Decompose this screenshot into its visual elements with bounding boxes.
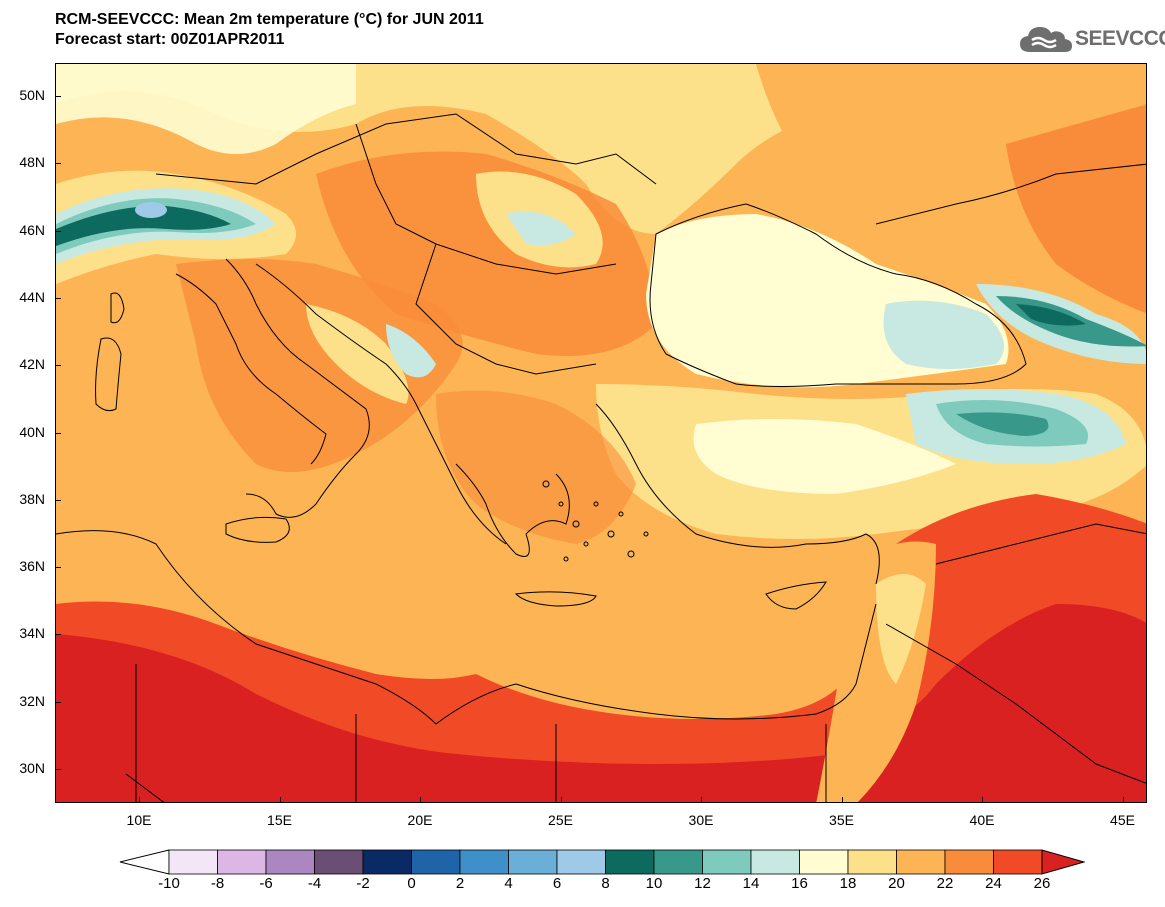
latitude-label: 32N bbox=[19, 692, 45, 709]
colorbar-swatch bbox=[799, 849, 849, 875]
latitude-label: 46N bbox=[19, 221, 45, 238]
longitude-tick bbox=[560, 797, 562, 803]
colorbar-swatch bbox=[168, 849, 218, 875]
title-line-1: RCM-SEEVCCC: Mean 2m temperature (°C) fo… bbox=[55, 11, 484, 28]
longitude-tick bbox=[139, 797, 140, 803]
latitude-tick bbox=[55, 432, 61, 434]
colorbar bbox=[119, 849, 1085, 875]
map-title: RCM-SEEVCCC: Mean 2m temperature (°C) fo… bbox=[55, 10, 484, 50]
colorbar-under-arrow bbox=[119, 849, 170, 875]
colorbar-label: 26 bbox=[1033, 875, 1051, 892]
colorbar-over-arrow bbox=[1041, 849, 1085, 875]
colorbar-swatch bbox=[847, 849, 897, 875]
longitude-tick bbox=[982, 797, 983, 803]
colorbar-label: 12 bbox=[694, 875, 711, 892]
latitude-tick bbox=[55, 96, 61, 97]
colorbar-label: -10 bbox=[158, 875, 180, 892]
colorbar-label: 8 bbox=[601, 875, 610, 892]
longitude-tick bbox=[841, 797, 843, 803]
colorbar-label: 2 bbox=[455, 875, 465, 892]
longitude-label: 10E bbox=[126, 812, 152, 828]
seevccc-logo: SEEVCCC bbox=[1018, 22, 1165, 56]
longitude-label: 45E bbox=[1110, 812, 1135, 828]
colorbar-swatch bbox=[702, 849, 752, 875]
temperature-map bbox=[55, 63, 1147, 803]
longitude-label: 20E bbox=[407, 812, 433, 828]
latitude-tick bbox=[55, 230, 61, 232]
longitude-label: 15E bbox=[267, 812, 292, 828]
longitude-label: 30E bbox=[688, 812, 714, 828]
colorbar-label: -2 bbox=[356, 875, 370, 892]
latitude-label: 40N bbox=[19, 423, 45, 440]
colorbar-label: 16 bbox=[791, 875, 808, 892]
colorbar-label: 22 bbox=[936, 875, 954, 892]
colorbar-label: 18 bbox=[839, 875, 857, 892]
longitude-label: 25E bbox=[548, 812, 573, 828]
colorbar-swatch bbox=[459, 849, 509, 875]
latitude-label: 34N bbox=[19, 625, 45, 642]
latitude-tick bbox=[55, 567, 61, 569]
longitude-tick bbox=[420, 797, 421, 803]
colorbar-swatch bbox=[314, 849, 364, 875]
latitude-label: 50N bbox=[19, 87, 45, 103]
colorbar-swatch bbox=[605, 849, 655, 875]
colorbar-swatch bbox=[265, 849, 315, 875]
colorbar-swatch bbox=[750, 849, 800, 875]
colorbar-label: 6 bbox=[552, 875, 562, 892]
latitude-label: 48N bbox=[19, 154, 45, 171]
latitude-label: 42N bbox=[19, 356, 45, 373]
colorbar-label: -4 bbox=[307, 875, 322, 892]
latitude-tick bbox=[55, 297, 61, 299]
latitude-label: 44N bbox=[19, 288, 45, 305]
latitude-tick bbox=[55, 769, 61, 770]
colorbar-swatch bbox=[896, 849, 946, 875]
colorbar-swatch bbox=[217, 849, 267, 875]
colorbar-swatch bbox=[508, 849, 558, 875]
longitude-label: 35E bbox=[829, 812, 854, 828]
latitude-tick bbox=[55, 634, 61, 636]
colorbar-label: 14 bbox=[742, 875, 760, 892]
longitude-tick bbox=[701, 797, 702, 803]
latitude-label: 36N bbox=[19, 558, 45, 575]
colorbar-swatch bbox=[411, 849, 461, 875]
cloud-icon bbox=[1020, 27, 1072, 52]
map-canvas bbox=[56, 64, 1146, 802]
latitude-tick bbox=[55, 365, 61, 367]
latitude-label: 38N bbox=[19, 490, 45, 507]
colorbar-swatch bbox=[556, 849, 606, 875]
latitude-tick bbox=[55, 163, 61, 165]
longitude-tick bbox=[279, 797, 281, 803]
colorbar-label: 4 bbox=[504, 875, 513, 892]
colorbar-label: -6 bbox=[259, 875, 273, 892]
colorbar-label: 0 bbox=[407, 875, 416, 892]
colorbar-label: -8 bbox=[210, 875, 225, 892]
colorbar-swatch bbox=[944, 849, 994, 875]
colorbar-label: 24 bbox=[985, 875, 1002, 892]
colorbar-swatch bbox=[653, 849, 703, 875]
latitude-label: 30N bbox=[19, 760, 45, 776]
logo-text: SEEVCCC bbox=[1075, 27, 1165, 50]
longitude-label: 40E bbox=[969, 812, 995, 828]
latitude-tick bbox=[55, 701, 61, 703]
colorbar-label: 10 bbox=[645, 875, 663, 892]
longitude-tick bbox=[1122, 797, 1124, 803]
latitude-tick bbox=[55, 499, 61, 501]
colorbar-swatch bbox=[993, 849, 1043, 875]
colorbar-label: 20 bbox=[888, 875, 905, 892]
title-line-2: Forecast start: 00Z01APR2011 bbox=[55, 31, 285, 48]
colorbar-swatch bbox=[362, 849, 412, 875]
